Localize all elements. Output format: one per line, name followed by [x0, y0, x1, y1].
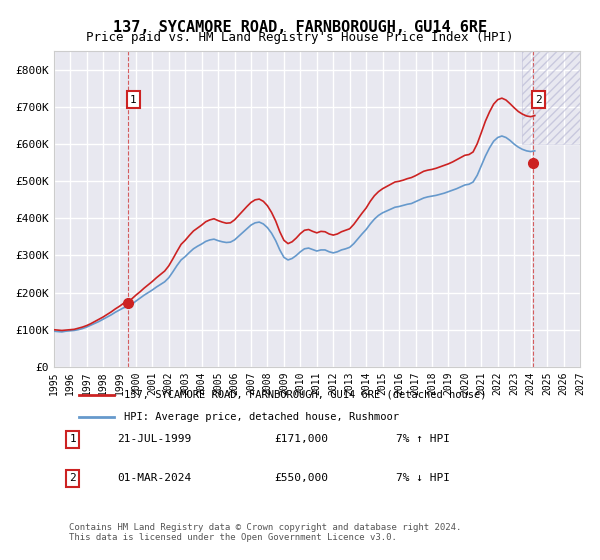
Text: Price paid vs. HM Land Registry's House Price Index (HPI): Price paid vs. HM Land Registry's House …	[86, 31, 514, 44]
Text: Contains HM Land Registry data © Crown copyright and database right 2024.
This d: Contains HM Land Registry data © Crown c…	[70, 523, 462, 542]
Text: 7% ↓ HPI: 7% ↓ HPI	[396, 473, 450, 483]
Text: £171,000: £171,000	[275, 434, 329, 444]
Text: 2: 2	[535, 95, 542, 105]
Text: 1: 1	[130, 95, 137, 105]
Text: 137, SYCAMORE ROAD, FARNBOROUGH, GU14 6RE: 137, SYCAMORE ROAD, FARNBOROUGH, GU14 6R…	[113, 20, 487, 35]
Text: 01-MAR-2024: 01-MAR-2024	[117, 473, 191, 483]
Text: 7% ↑ HPI: 7% ↑ HPI	[396, 434, 450, 444]
Text: £550,000: £550,000	[275, 473, 329, 483]
Text: 2: 2	[70, 473, 76, 483]
Text: 1: 1	[70, 434, 76, 444]
Text: 21-JUL-1999: 21-JUL-1999	[117, 434, 191, 444]
